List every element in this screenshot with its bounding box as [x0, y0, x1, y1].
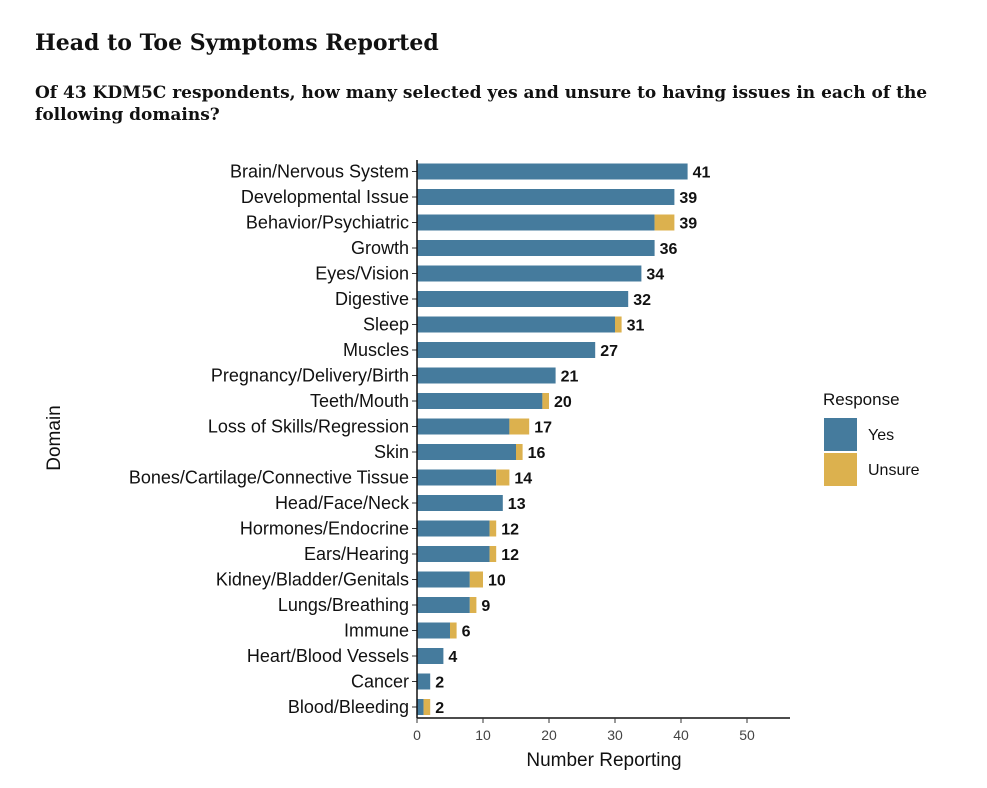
y-tick-label: Brain/Nervous System [230, 162, 409, 182]
y-tick-label: Heart/Blood Vessels [247, 646, 409, 666]
x-tick-label: 50 [739, 727, 755, 743]
data-label: 2 [435, 675, 444, 692]
data-label: 20 [554, 394, 572, 411]
data-label: 10 [488, 573, 506, 590]
y-tick-label: Digestive [335, 289, 409, 309]
bar-yes [417, 495, 503, 511]
data-label: 21 [561, 369, 579, 386]
bar-unsure [450, 622, 457, 639]
data-label: 34 [646, 267, 664, 284]
bar-unsure [469, 571, 483, 588]
chart-subtitle: Of 43 KDM5C respondents, how many select… [35, 83, 928, 125]
data-label: 41 [693, 165, 711, 182]
y-tick-label: Kidney/Bladder/Genitals [216, 570, 409, 590]
data-label: 6 [462, 624, 471, 641]
bar-yes [417, 597, 470, 613]
y-tick-label: Ears/Hearing [304, 544, 409, 564]
data-label: 12 [501, 547, 519, 564]
bar-yes [417, 393, 543, 409]
data-label: 17 [534, 420, 552, 437]
chart-title: Head to Toe Symptoms Reported [35, 30, 439, 56]
bar-yes [417, 342, 596, 358]
bar-yes [417, 571, 470, 588]
y-tick-label: Skin [374, 442, 409, 462]
data-label: 16 [528, 445, 546, 462]
y-tick-label: Growth [351, 238, 409, 258]
bar-unsure [516, 444, 523, 460]
bar-unsure [542, 393, 549, 409]
data-label: 9 [481, 598, 490, 615]
bar-unsure [469, 597, 477, 613]
x-tick-label: 40 [673, 727, 689, 743]
data-label: 32 [633, 292, 651, 309]
bar-yes [417, 699, 424, 715]
bar-unsure [489, 546, 497, 562]
y-tick-label: Behavior/Psychiatric [246, 213, 409, 233]
bar-unsure [615, 316, 622, 333]
data-label: 12 [501, 522, 519, 539]
y-tick-label: Sleep [363, 315, 409, 335]
legend-title: Response [823, 390, 900, 409]
y-tick-label: Muscles [343, 340, 409, 360]
legend-swatch-yes [824, 418, 857, 451]
legend-label-unsure: Unsure [868, 462, 920, 479]
bar-unsure [423, 699, 431, 715]
bar-yes [417, 189, 675, 205]
data-label: 14 [514, 471, 532, 488]
x-tick-label: 10 [475, 727, 491, 743]
data-label: 39 [679, 190, 697, 207]
y-tick-label: Cancer [351, 672, 409, 692]
bar-unsure [496, 469, 510, 486]
y-tick-label: Hormones/Endocrine [240, 519, 409, 539]
y-tick-label: Teeth/Mouth [310, 391, 409, 411]
bar-unsure [509, 418, 530, 435]
bar-yes [417, 673, 431, 690]
y-tick-label: Lungs/Breathing [278, 595, 409, 615]
bar-yes [417, 163, 688, 180]
y-tick-label: Blood/Bleeding [288, 697, 409, 717]
x-tick-label: 0 [413, 727, 421, 743]
bar-yes [417, 622, 450, 639]
bar-yes [417, 291, 629, 307]
y-tick-label: Bones/Cartilage/Connective Tissue [129, 468, 409, 488]
x-tick-label: 20 [541, 727, 557, 743]
data-label: 13 [508, 496, 526, 513]
plot-area: Brain/Nervous System 41 Developmental Issu… [44, 160, 920, 771]
legend-swatch-unsure [824, 453, 857, 486]
bar-unsure [489, 520, 497, 537]
bar-yes [417, 367, 556, 384]
data-label: 27 [600, 343, 618, 360]
y-tick-label: Developmental Issue [241, 187, 409, 207]
y-tick-label: Pregnancy/Delivery/Birth [211, 366, 409, 386]
x-tick-label: 30 [607, 727, 623, 743]
y-tick-label: Head/Face/Neck [275, 493, 410, 513]
bar-yes [417, 265, 642, 282]
bar-unsure [654, 214, 675, 231]
data-label: 39 [679, 216, 697, 233]
y-axis-title: Domain [44, 405, 65, 470]
data-label: 4 [448, 649, 457, 666]
y-tick-label: Eyes/Vision [315, 264, 409, 284]
bar-yes [417, 240, 655, 256]
legend-label-yes: Yes [868, 427, 894, 444]
data-label: 31 [627, 318, 645, 335]
bar-yes [417, 469, 497, 486]
bar-yes [417, 520, 490, 537]
x-axis-title: Number Reporting [526, 750, 681, 771]
bar-yes [417, 444, 516, 460]
bar-yes [417, 648, 444, 664]
bar-yes [417, 418, 510, 435]
data-label: 36 [660, 241, 678, 258]
bar-yes [417, 546, 490, 562]
bar-yes [417, 214, 655, 231]
y-tick-label: Loss of Skills/Regression [208, 417, 409, 437]
data-label: 2 [435, 700, 444, 717]
y-tick-label: Immune [344, 621, 409, 641]
bar-yes [417, 316, 615, 333]
